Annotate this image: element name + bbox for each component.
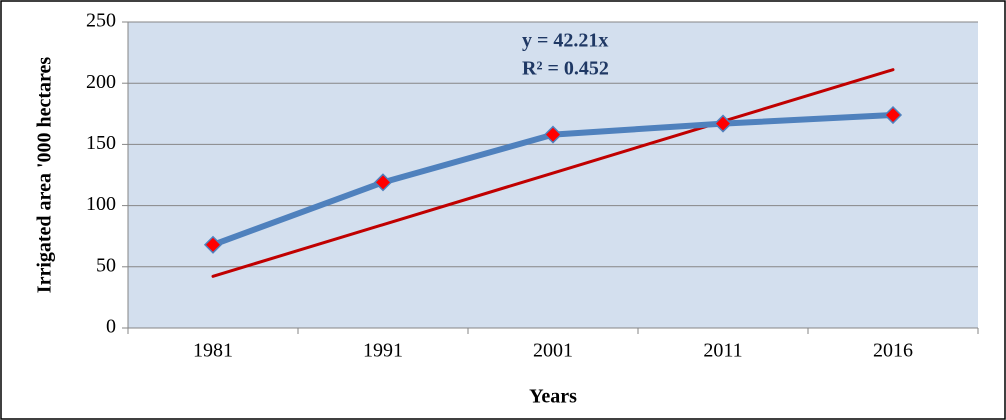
x-axis-label: Years: [529, 386, 577, 408]
y-tick-label: 100: [86, 193, 116, 215]
x-tick-label: 2016: [873, 340, 913, 362]
x-tick-label: 1981: [193, 340, 233, 362]
marker: [203, 235, 223, 254]
y-tick-label: 200: [86, 71, 116, 93]
y-tick-label: 50: [96, 254, 116, 276]
trend-line: [211, 68, 895, 278]
marker: [373, 173, 393, 192]
plot-area: [128, 22, 978, 328]
y-tick-label: 250: [86, 10, 116, 32]
y-axis-label: Irrigated area '000 hectares: [34, 57, 56, 294]
x-tick-label: 2011: [703, 340, 742, 362]
x-tick-label: 1991: [363, 340, 403, 362]
x-tick-label: 2001: [533, 340, 573, 362]
marker: [543, 125, 563, 144]
y-tick-label: 150: [86, 132, 116, 154]
y-tick-label: 0: [106, 316, 116, 338]
marker: [883, 105, 903, 125]
trend-annotation: y = 42.21x: [522, 30, 608, 52]
marker: [713, 114, 733, 133]
trend-annotation: R² = 0.452: [522, 58, 609, 80]
